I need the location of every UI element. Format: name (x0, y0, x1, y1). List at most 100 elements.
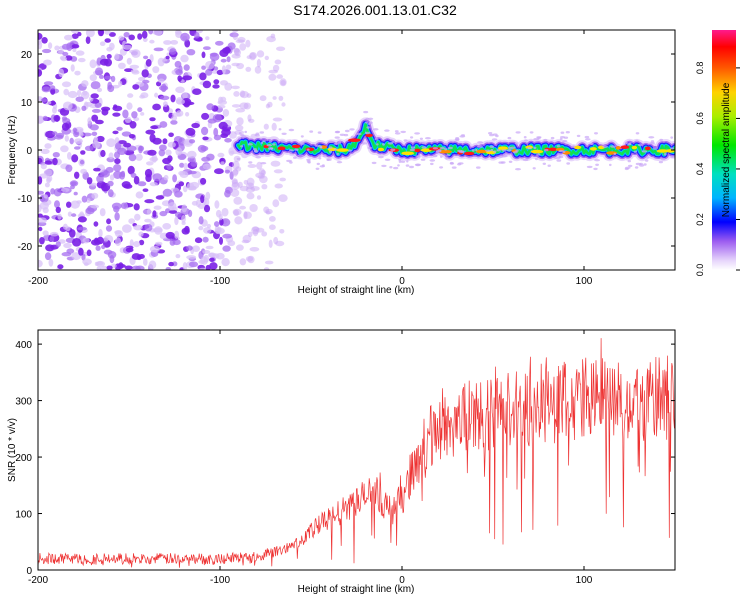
noise-blob (256, 50, 265, 58)
signal-hotspot (464, 151, 475, 156)
noise-blob (122, 109, 129, 119)
noise-blob (76, 89, 82, 97)
track-scatter (384, 158, 391, 161)
noise-blob (241, 239, 250, 244)
track-scatter (350, 135, 354, 139)
noise-blob (109, 42, 115, 51)
noise-blob (214, 227, 225, 235)
noise-blob (49, 236, 55, 242)
noise-blob (234, 130, 245, 135)
x-tick-label: -100 (210, 276, 230, 287)
noise-blob (128, 153, 137, 162)
noise-blob (103, 237, 109, 242)
noise-blob (256, 195, 262, 200)
noise-blob (225, 64, 232, 70)
noise-blob (152, 173, 163, 182)
x-tick-label: -200 (28, 276, 48, 287)
noise-blob (150, 125, 159, 130)
x-tick-label: 100 (576, 575, 593, 586)
noise-blob (71, 33, 79, 39)
noise-blob (57, 213, 62, 220)
noise-blob (179, 162, 185, 168)
track-scatter (635, 162, 641, 166)
noise-blob (82, 132, 92, 137)
track-scatter (650, 140, 655, 143)
track-scatter (594, 159, 600, 162)
noise-blob (171, 112, 182, 117)
noise-blob (233, 91, 240, 97)
noise-blob (221, 258, 230, 267)
noise-blob (174, 190, 183, 198)
track-scatter (432, 147, 438, 150)
track-scatter (566, 162, 571, 165)
noise-blob (202, 249, 211, 254)
track-scatter (367, 146, 373, 150)
noise-blob (80, 90, 90, 100)
track-scatter (476, 145, 483, 148)
noise-blob (278, 95, 284, 101)
track-scatter (584, 135, 590, 139)
track-scatter (450, 161, 454, 165)
noise-blob (62, 101, 73, 111)
noise-blob (167, 141, 176, 148)
noise-blob (82, 237, 90, 244)
track-scatter (660, 157, 666, 161)
noise-blob (54, 200, 60, 209)
noise-blob (162, 138, 168, 145)
noise-blob (183, 64, 190, 71)
noise-blob (55, 206, 61, 214)
track-scatter (322, 154, 326, 158)
track-scatter (365, 117, 370, 121)
noise-blob (89, 182, 98, 187)
track-scatter (415, 163, 421, 167)
signal-hotspot (549, 147, 557, 152)
track-scatter (376, 143, 379, 146)
noise-blob (109, 174, 115, 181)
track-scatter (542, 162, 546, 165)
noise-blob (114, 237, 122, 247)
noise-blob (152, 210, 157, 218)
track-scatter (391, 140, 395, 144)
signal-hotspot (573, 145, 582, 150)
noise-blob (205, 264, 211, 270)
noise-blob (123, 183, 133, 189)
colorbar-tick-label: 0.2 (695, 213, 705, 226)
track-scatter (328, 146, 333, 149)
track-scatter (356, 132, 362, 136)
noise-blob (213, 134, 222, 141)
noise-blob (140, 112, 145, 116)
noise-blob (276, 46, 286, 52)
noise-blob (197, 144, 207, 153)
noise-blob (155, 195, 165, 200)
noise-blob (105, 225, 113, 232)
noise-blob (269, 224, 276, 230)
noise-blob (174, 216, 179, 226)
noise-blob (117, 147, 127, 155)
noise-blob (86, 177, 93, 185)
noise-blob (131, 49, 141, 58)
noise-blob (219, 236, 223, 245)
track-scatter (524, 139, 528, 142)
noise-blob (76, 200, 82, 204)
noise-blob (41, 86, 51, 93)
track-scatter (333, 148, 338, 151)
track-scatter (633, 150, 638, 153)
noise-blob (48, 258, 54, 267)
noise-blob (74, 70, 81, 76)
noise-blob (279, 177, 287, 182)
track-scatter (501, 155, 508, 158)
noise-blob (182, 92, 188, 99)
track-scatter (315, 167, 320, 170)
noise-blob (52, 131, 58, 136)
track-scatter (387, 142, 393, 145)
noise-blob (235, 124, 244, 131)
track-scatter (435, 150, 439, 153)
noise-blob (50, 88, 56, 95)
noise-blob (220, 80, 228, 86)
noise-blob (174, 230, 180, 239)
noise-blob (109, 255, 115, 264)
noise-blob (118, 262, 124, 270)
noise-blob (127, 165, 135, 175)
noise-blob (182, 75, 193, 81)
noise-blob (213, 66, 219, 71)
